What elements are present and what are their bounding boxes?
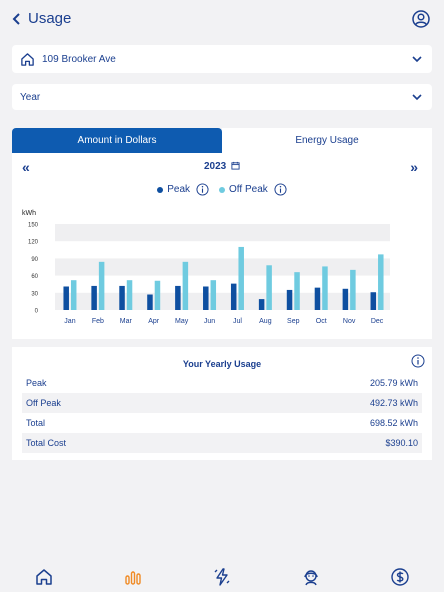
grid-band — [55, 292, 390, 310]
bar-off-peak-apr[interactable] — [154, 280, 161, 310]
bar-peak-jul[interactable] — [230, 283, 237, 310]
usage-row-label: Total — [26, 418, 46, 428]
period-value: Year — [20, 91, 41, 103]
bar-off-peak-jun[interactable] — [210, 280, 217, 310]
chevron-down-icon — [412, 56, 422, 63]
usage-row-label: Off Peak — [26, 398, 61, 408]
usage-row-value: 205.79 kWh — [369, 378, 418, 388]
chevron-down-icon — [412, 94, 422, 101]
y-tick-label: 150 — [28, 223, 39, 229]
x-tick-label: Sep — [287, 318, 300, 325]
peak-legend-label: Peak — [167, 184, 191, 195]
bar-peak-mar[interactable] — [119, 285, 125, 310]
info-icon[interactable] — [274, 183, 287, 196]
next-year-button[interactable]: » — [410, 159, 418, 175]
year-navigator: « 2023 » — [12, 159, 432, 175]
bar-peak-jun[interactable] — [203, 286, 209, 310]
calendar-icon — [231, 161, 240, 170]
usage-row-label: Total Cost — [26, 438, 67, 448]
bar-peak-oct[interactable] — [314, 287, 321, 310]
bar-off-peak-feb[interactable] — [98, 261, 105, 310]
period-select[interactable]: Year — [12, 84, 432, 110]
peak-legend-swatch — [157, 186, 164, 193]
y-tick-label: 120 — [28, 240, 39, 246]
bar-peak-aug[interactable] — [258, 299, 265, 310]
usage-row-label: Peak — [26, 378, 47, 388]
bar-off-peak-dec[interactable] — [378, 254, 384, 310]
usage-row-peak: Peak 205.79 kWh — [22, 373, 422, 393]
bar-off-peak-jul[interactable] — [238, 246, 244, 310]
billing-dollar-icon[interactable] — [390, 567, 410, 587]
x-tick-label: Jan — [64, 318, 75, 325]
back-button[interactable]: Usage — [12, 10, 71, 27]
x-tick-label: Apr — [148, 318, 160, 325]
y-tick-label: 0 — [35, 309, 39, 315]
bar-peak-jan[interactable] — [63, 286, 69, 310]
view-tabs: Amount in Dollars Energy Usage — [12, 128, 432, 153]
y-axis-title: kWh — [22, 210, 36, 217]
user-account-icon[interactable] — [412, 10, 430, 28]
info-icon[interactable] — [411, 354, 425, 368]
x-tick-label: Nov — [343, 318, 356, 325]
chevron-left-icon — [12, 12, 20, 25]
yearly-usage-card: Your Yearly Usage Peak 205.79 kWh Off Pe… — [12, 347, 432, 460]
year-display[interactable]: 2023 — [12, 161, 432, 172]
x-tick-label: May — [175, 318, 189, 325]
y-tick-label: 90 — [31, 257, 38, 263]
chart-card: « 2023 » Peak Off Peak kWh 0 30 60 90 1 — [12, 153, 432, 339]
tab-amount-in-dollars[interactable]: Amount in Dollars — [12, 128, 222, 153]
yearly-usage-title: Your Yearly Usage — [182, 359, 262, 369]
bar-peak-may[interactable] — [175, 285, 181, 310]
usage-row-value: $390.10 — [385, 438, 418, 448]
x-tick-label: Jul — [233, 318, 242, 325]
outage-bolt-icon[interactable] — [212, 567, 232, 587]
usage-bar-chart: 0 30 60 90 120 150 Jan Feb Mar Apr May Jun Jul Aug Sep… — [28, 223, 390, 325]
address-select[interactable]: 109 Brooker Ave — [12, 45, 432, 73]
grid-band — [55, 258, 390, 276]
bar-off-peak-oct[interactable] — [322, 266, 328, 310]
y-tick-label: 60 — [31, 274, 38, 280]
bottom-nav — [0, 562, 444, 592]
off-peak-legend-label: Off Peak — [229, 184, 268, 195]
bar-off-peak-mar[interactable] — [126, 280, 133, 310]
address-value: 109 Brooker Ave — [42, 53, 116, 65]
off-peak-legend-swatch — [219, 186, 226, 193]
usage-row-total: Total 698.52 kWh — [22, 413, 422, 433]
x-tick-label: Aug — [259, 318, 272, 325]
y-tick-label: 30 — [31, 291, 38, 297]
usage-row-off-peak: Off Peak 492.73 kWh — [22, 393, 422, 413]
bar-peak-feb[interactable] — [91, 285, 97, 310]
year-label: 2023 — [203, 161, 227, 172]
bar-off-peak-jan[interactable] — [70, 280, 77, 310]
chart-legend: Peak Off Peak — [12, 183, 432, 196]
bar-off-peak-nov[interactable] — [350, 269, 356, 310]
usage-chart-icon[interactable] — [123, 567, 143, 587]
support-agent-icon[interactable] — [301, 567, 321, 587]
info-icon[interactable] — [196, 183, 209, 196]
x-tick-label: Oct — [316, 318, 327, 325]
x-tick-label: Mar — [120, 318, 133, 325]
x-tick-label: Dec — [371, 318, 384, 325]
home-icon — [21, 52, 34, 66]
bar-peak-sep[interactable] — [286, 289, 293, 310]
previous-year-button[interactable]: « — [22, 159, 30, 175]
x-tick-label: Jun — [204, 318, 215, 325]
bar-peak-dec[interactable] — [370, 292, 377, 310]
page-title: Usage — [28, 10, 72, 27]
bar-peak-apr[interactable] — [147, 294, 153, 310]
bar-peak-nov[interactable] — [342, 288, 349, 310]
grid-band — [55, 224, 390, 242]
usage-row-total-cost: Total Cost $390.10 — [22, 433, 422, 453]
bar-off-peak-sep[interactable] — [294, 272, 300, 310]
x-tick-label: Feb — [92, 318, 104, 325]
bar-off-peak-may[interactable] — [182, 261, 189, 310]
bar-off-peak-aug[interactable] — [266, 265, 272, 310]
usage-row-value: 698.52 kWh — [369, 418, 418, 428]
usage-row-value: 492.73 kWh — [369, 398, 418, 408]
header: Usage — [0, 0, 444, 40]
tab-energy-usage[interactable]: Energy Usage — [222, 128, 432, 153]
home-icon[interactable] — [34, 567, 54, 587]
